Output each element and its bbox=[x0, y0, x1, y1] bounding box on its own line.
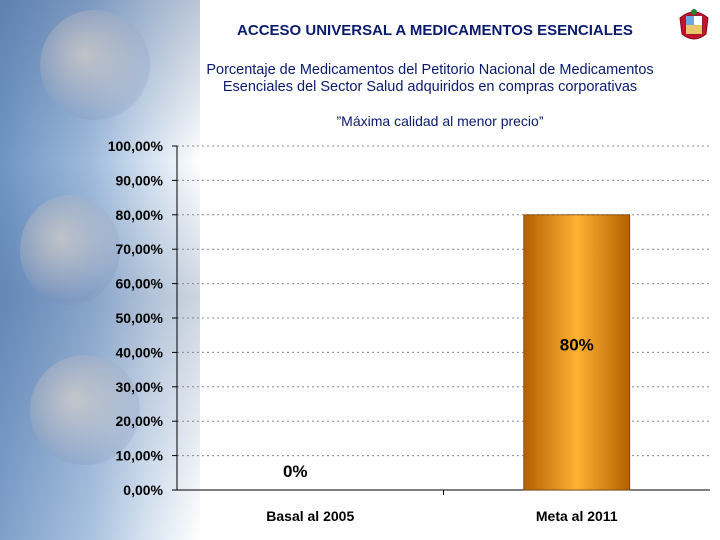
bar bbox=[523, 214, 631, 491]
coat-of-arms-icon bbox=[679, 9, 709, 40]
x-category-label: Meta al 2011 bbox=[536, 508, 618, 524]
y-tick-label: 90,00% bbox=[116, 172, 164, 188]
y-tick-label: 50,00% bbox=[116, 310, 164, 326]
y-tick-label: 20,00% bbox=[116, 413, 164, 429]
y-tick-label: 80,00% bbox=[116, 207, 164, 223]
photo-woman bbox=[30, 355, 140, 465]
photo-girl bbox=[20, 195, 120, 305]
y-tick-label: 30,00% bbox=[116, 379, 164, 395]
subtitle-line-2: Esenciales del Sector Salud adquiridos e… bbox=[222, 79, 638, 95]
y-tick-label: 70,00% bbox=[116, 241, 164, 257]
y-tick-label: 40,00% bbox=[116, 344, 164, 360]
data-label: 0% bbox=[283, 462, 308, 481]
photo-child-hat bbox=[40, 10, 150, 120]
data-label: 80% bbox=[560, 335, 594, 354]
y-tick-label: 10,00% bbox=[116, 448, 164, 464]
subtitle-line-1: Porcentaje de Medicamentos del Petitorio… bbox=[206, 62, 654, 78]
x-category-label: Basal al 2005 bbox=[266, 508, 354, 524]
page-title: ACCESO UNIVERSAL A MEDICAMENTOS ESENCIAL… bbox=[237, 22, 633, 39]
y-tick-label: 0,00% bbox=[123, 482, 163, 498]
background-photo-strip bbox=[0, 0, 200, 540]
y-tick-label: 60,00% bbox=[116, 276, 164, 292]
y-tick-label: 100,00% bbox=[108, 138, 164, 154]
chart-subtitle: Porcentaje de Medicamentos del Petitorio… bbox=[150, 62, 710, 96]
tagline: ”Máxima calidad al menor precio” bbox=[336, 113, 544, 129]
